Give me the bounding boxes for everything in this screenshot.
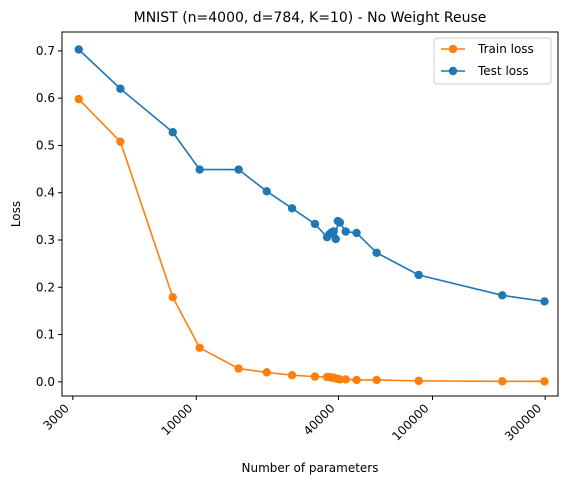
test-loss-point — [331, 234, 340, 244]
test-loss-point — [287, 204, 297, 213]
train-loss-point — [498, 377, 507, 386]
test-loss-point — [372, 248, 381, 257]
train-loss-point — [352, 375, 361, 385]
legend-train-marker — [448, 44, 458, 54]
series-layer — [74, 45, 549, 386]
y-axis-label: Loss — [9, 201, 23, 227]
y-tick-label: 0.0 — [36, 375, 55, 389]
test-loss-point — [341, 227, 350, 236]
x-axis-label: Number of parameters — [241, 461, 378, 475]
train-loss-point — [234, 364, 243, 373]
y-tick-label: 0.4 — [36, 186, 55, 200]
test-loss-point — [414, 270, 423, 280]
test-loss-point — [335, 218, 345, 227]
test-loss-point — [540, 297, 549, 306]
y-tick-label: 0.1 — [36, 328, 55, 342]
test-loss-point — [329, 227, 338, 236]
test-loss-point — [116, 84, 125, 93]
test-loss-point — [262, 187, 271, 196]
test-loss-point — [168, 128, 177, 137]
test-loss-point — [352, 228, 361, 238]
y-tick-label: 0.6 — [36, 91, 55, 105]
chart-title: MNIST (n=4000, d=784, K=10) - No Weight … — [134, 10, 487, 26]
legend: Train loss Test loss — [433, 37, 552, 85]
test-loss-point — [498, 291, 507, 300]
train-loss-point — [540, 377, 549, 386]
train-loss-point — [335, 375, 345, 384]
legend-test-label: Test loss — [477, 64, 529, 78]
train-loss-point — [414, 376, 423, 386]
test-loss-point — [234, 165, 243, 174]
train-loss-point — [74, 94, 83, 104]
y-tick-label: 0.5 — [36, 138, 55, 152]
train-loss-point — [310, 372, 320, 381]
y-tick-label: 0.3 — [36, 233, 55, 247]
test-loss-point — [74, 45, 83, 54]
train-loss-point — [168, 293, 177, 302]
train-loss-point — [195, 343, 204, 352]
train-loss-point — [116, 137, 125, 146]
plot-area-frame — [61, 31, 559, 397]
test-loss-point — [310, 219, 320, 229]
y-tick-label: 0.7 — [36, 44, 55, 58]
test-loss-point — [195, 165, 204, 174]
train-loss-point — [287, 371, 297, 380]
train-loss-point — [262, 368, 271, 377]
train-loss-point — [341, 375, 350, 384]
train-loss-point — [372, 375, 381, 385]
y-axis-ticks: 0.0 0.1 0.2 0.3 0.4 0.5 0.6 0.7 — [36, 44, 62, 389]
y-tick-label: 0.2 — [36, 280, 55, 294]
legend-test-marker — [448, 66, 458, 76]
legend-train-label: Train loss — [477, 42, 534, 56]
